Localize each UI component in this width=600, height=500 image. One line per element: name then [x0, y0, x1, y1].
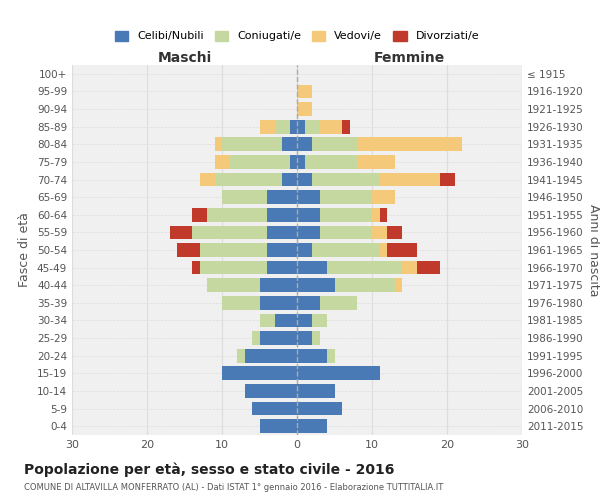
Bar [207, 208, 267, 222]
Bar [297, 226, 320, 239]
Bar [320, 296, 357, 310]
Bar [305, 155, 357, 169]
Bar [260, 120, 275, 134]
Bar [290, 120, 297, 134]
Bar [297, 190, 320, 204]
Bar [275, 120, 290, 134]
Text: Popolazione per età, sesso e stato civile - 2016: Popolazione per età, sesso e stato civil… [24, 462, 394, 477]
Bar [320, 120, 342, 134]
Bar [320, 190, 372, 204]
Bar [170, 226, 192, 239]
Bar [297, 138, 312, 151]
Bar [335, 278, 395, 292]
Bar [297, 208, 320, 222]
Bar [245, 349, 297, 362]
Bar [207, 278, 260, 292]
Bar [222, 138, 282, 151]
Bar [199, 243, 267, 257]
Bar [297, 260, 327, 274]
Bar [297, 102, 312, 116]
Bar [192, 226, 267, 239]
Bar [260, 420, 297, 433]
Bar [297, 402, 342, 415]
Bar [297, 172, 312, 186]
Bar [297, 84, 312, 98]
Bar [267, 208, 297, 222]
Bar [222, 366, 297, 380]
Bar [297, 420, 327, 433]
Bar [282, 138, 297, 151]
Bar [215, 155, 229, 169]
Bar [297, 349, 327, 362]
Bar [229, 155, 290, 169]
Bar [260, 331, 297, 345]
Bar [305, 120, 320, 134]
Bar [312, 243, 380, 257]
Bar [439, 172, 455, 186]
Bar [260, 314, 275, 328]
Bar [192, 208, 207, 222]
Bar [342, 120, 349, 134]
Text: Maschi: Maschi [157, 51, 212, 65]
Bar [372, 226, 387, 239]
Bar [267, 243, 297, 257]
Bar [275, 314, 297, 328]
Bar [252, 331, 260, 345]
Bar [380, 172, 439, 186]
Bar [327, 260, 402, 274]
Bar [260, 278, 297, 292]
Bar [282, 172, 297, 186]
Bar [267, 190, 297, 204]
Bar [290, 155, 297, 169]
Bar [297, 278, 335, 292]
Bar [297, 366, 380, 380]
Bar [417, 260, 439, 274]
Y-axis label: Fasce di età: Fasce di età [19, 212, 31, 288]
Bar [297, 243, 312, 257]
Bar [252, 402, 297, 415]
Bar [267, 226, 297, 239]
Bar [222, 190, 267, 204]
Bar [237, 349, 245, 362]
Bar [215, 172, 282, 186]
Bar [357, 138, 462, 151]
Bar [372, 208, 380, 222]
Text: Femmine: Femmine [374, 51, 445, 65]
Bar [312, 331, 320, 345]
Bar [402, 260, 417, 274]
Bar [380, 208, 387, 222]
Bar [380, 243, 387, 257]
Bar [297, 120, 305, 134]
Bar [199, 260, 267, 274]
Bar [320, 226, 372, 239]
Bar [312, 314, 327, 328]
Bar [215, 138, 222, 151]
Bar [177, 243, 199, 257]
Legend: Celibi/Nubili, Coniugati/e, Vedovi/e, Divorziati/e: Celibi/Nubili, Coniugati/e, Vedovi/e, Di… [110, 26, 484, 46]
Bar [320, 208, 372, 222]
Bar [192, 260, 199, 274]
Bar [297, 155, 305, 169]
Bar [387, 226, 402, 239]
Bar [312, 172, 380, 186]
Bar [387, 243, 417, 257]
Bar [327, 349, 335, 362]
Bar [297, 384, 335, 398]
Bar [297, 314, 312, 328]
Bar [297, 296, 320, 310]
Bar [267, 260, 297, 274]
Text: COMUNE DI ALTAVILLA MONFERRATO (AL) - Dati ISTAT 1° gennaio 2016 - Elaborazione : COMUNE DI ALTAVILLA MONFERRATO (AL) - Da… [24, 482, 443, 492]
Bar [222, 296, 260, 310]
Y-axis label: Anni di nascita: Anni di nascita [587, 204, 600, 296]
Bar [357, 155, 395, 169]
Bar [297, 331, 312, 345]
Bar [312, 138, 357, 151]
Bar [395, 278, 402, 292]
Bar [372, 190, 395, 204]
Bar [199, 172, 215, 186]
Bar [245, 384, 297, 398]
Bar [260, 296, 297, 310]
